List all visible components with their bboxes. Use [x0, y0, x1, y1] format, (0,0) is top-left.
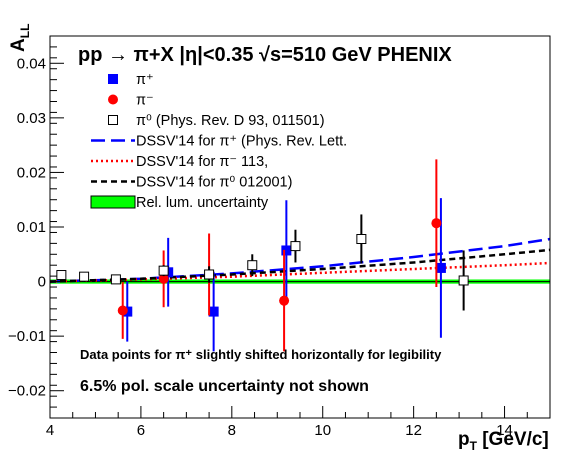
y-tick-label-2: 0	[38, 274, 46, 291]
y-tick-label-0: −0.02	[8, 383, 46, 400]
marker-pi-plus-p2	[208, 306, 219, 317]
legend-label-6: Rel. lum. uncertainty	[136, 195, 269, 211]
marker-pi-zero-p0	[56, 270, 67, 281]
x-tick-label-4: 12	[405, 422, 422, 439]
x-tick-label-0: 4	[46, 422, 54, 439]
y-axis-title-main: A	[8, 38, 29, 52]
legend-label-3: DSSV'14 for π⁺ (Phys. Rev. Lett.	[136, 134, 347, 150]
legend-label-0: π⁺	[136, 72, 154, 88]
legend-symbol-pi-zero	[108, 115, 118, 125]
legend-label-4: DSSV'14 for π⁻ 113,	[136, 154, 268, 170]
marker-pi-zero-p3	[158, 265, 169, 276]
legend-symbol-pi-plus	[108, 74, 118, 84]
marker-pi-zero-p4	[204, 269, 215, 280]
marker-pi-minus-p0	[117, 305, 128, 316]
legend-symbol-band	[90, 195, 136, 209]
legend-label-2: π⁰ (Phys. Rev. D 93, 011501)	[136, 113, 325, 129]
x-axis-title: pT [GeV/c]	[458, 429, 549, 453]
x-tick-label-2: 8	[228, 422, 236, 439]
marker-pi-minus-p1	[158, 273, 169, 284]
marker-pi-zero-p8	[458, 275, 469, 286]
marker-pi-plus-p4	[435, 262, 446, 273]
annotation-shift-note: Data points for π⁺ slightly shifted hori…	[80, 347, 442, 362]
y-axis-title: ALL	[8, 24, 32, 52]
marker-pi-minus-p4	[431, 218, 442, 229]
theory-curve-2	[49, 248, 551, 283]
marker-pi-zero-p5	[247, 260, 258, 271]
legend-label-5: DSSV'14 for π⁰ 012001)	[136, 175, 292, 191]
marker-pi-zero-p7	[356, 234, 367, 245]
annotation-scale-uncertainty: 6.5% pol. scale uncertainty not shown	[80, 378, 369, 395]
marker-pi-zero-p2	[110, 274, 121, 285]
theory-curves-layer	[49, 237, 551, 283]
y-tick-label-3: 0.01	[17, 219, 46, 236]
y-tick-label-5: 0.03	[17, 110, 46, 127]
legend-label-1: π⁻	[136, 93, 154, 109]
legend-symbol-pi-minus	[108, 94, 118, 105]
y-tick-label-6: 0.04	[17, 55, 46, 72]
axes-layer: 4 6 8 10 12 14 −0.02 −0.01 0 0.01 0.02 0.03 0.04	[8, 35, 551, 439]
x-axis-title-main: p	[458, 429, 470, 450]
marker-pi-zero-p1	[79, 271, 90, 282]
marker-pi-minus-p3	[279, 295, 290, 306]
y-tick-label-4: 0.02	[17, 164, 46, 181]
legend: π⁺ π⁻ π⁰ (Phys. Rev. D 93, 011501) DSSV'14 …	[90, 72, 347, 211]
chart-title: pp → π+X |η|<0.35 √s=510 GeV PHENIX	[78, 44, 452, 66]
data-points-layer	[56, 159, 469, 352]
marker-pi-plus-p3	[281, 245, 292, 256]
x-axis-title-sub: T	[470, 439, 478, 453]
y-axis-title-sub: LL	[18, 24, 32, 39]
x-axis-title-unit: [GeV/c]	[477, 429, 549, 450]
x-tick-label-1: 6	[137, 422, 145, 439]
marker-pi-zero-p6	[290, 241, 301, 252]
x-tick-label-5: 14	[496, 422, 513, 439]
y-tick-label-1: −0.01	[8, 328, 46, 345]
x-tick-label-3: 10	[314, 422, 331, 439]
